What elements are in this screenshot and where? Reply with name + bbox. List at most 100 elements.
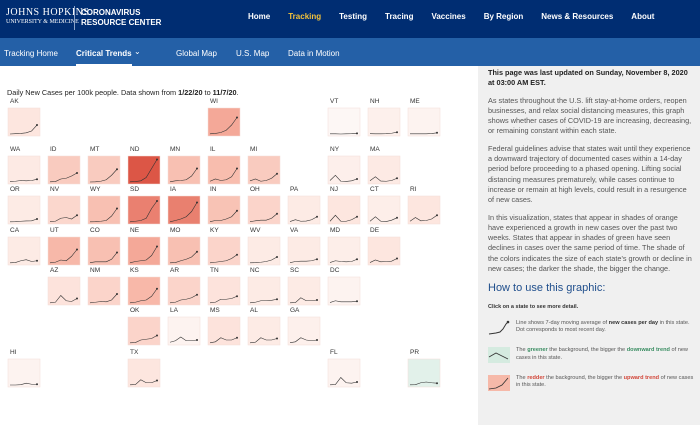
state-tile[interactable]: DC	[327, 267, 361, 306]
subnav-item[interactable]: Data in Motion	[288, 49, 340, 58]
sparkline	[9, 124, 38, 135]
state-tile[interactable]: KY	[207, 227, 241, 266]
latest-dot	[396, 216, 398, 219]
state-tile[interactable]: OR	[7, 186, 41, 225]
state-tile[interactable]: HI	[7, 349, 41, 388]
state-tile[interactable]: AL	[247, 307, 281, 346]
sparkline	[209, 295, 238, 304]
state-tile[interactable]: NJ	[327, 186, 361, 225]
state-tile[interactable]: AZ	[47, 267, 81, 306]
latest-dot	[236, 253, 238, 256]
tile-bg	[87, 276, 121, 306]
state-tile[interactable]: ME	[407, 98, 441, 137]
state-tile[interactable]: NY	[327, 146, 361, 185]
info-panel: This page was last updated on Sunday, No…	[478, 66, 700, 425]
state-label: MD	[330, 227, 340, 234]
sparkline	[169, 251, 198, 264]
state-tile[interactable]: SC	[287, 267, 321, 306]
state-tile[interactable]: NE	[127, 227, 161, 266]
sparkline	[169, 168, 198, 183]
state-tile[interactable]: PA	[287, 186, 321, 225]
nav-item[interactable]: Tracing	[385, 12, 414, 21]
latest-dot	[436, 382, 438, 385]
state-tile[interactable]: CT	[367, 186, 401, 225]
latest-dot	[356, 258, 358, 261]
nav-item[interactable]: News & Resources	[541, 12, 614, 21]
latest-dot	[236, 295, 238, 298]
sparkline	[49, 215, 78, 222]
state-tile[interactable]: MT	[87, 146, 121, 185]
state-label: WY	[90, 186, 101, 193]
latest-dot	[396, 177, 398, 180]
state-tile[interactable]: OH	[247, 186, 281, 225]
state-tile[interactable]: VA	[287, 227, 321, 266]
latest-dot	[156, 200, 158, 202]
state-tile[interactable]: NC	[247, 267, 281, 306]
nav-item[interactable]: By Region	[483, 12, 524, 21]
sparkline	[209, 254, 238, 264]
latest-dot	[76, 297, 78, 300]
nav-item[interactable]: Home	[248, 12, 271, 21]
sparkline	[169, 202, 198, 223]
state-tile[interactable]: LA	[167, 307, 201, 346]
state-tile[interactable]: WI	[207, 98, 241, 137]
state-tile[interactable]: VT	[327, 98, 361, 137]
subnav-item[interactable]: Critical Trends	[76, 49, 132, 66]
state-tile[interactable]: OK	[127, 307, 161, 346]
state-tile[interactable]: NV	[47, 186, 81, 225]
state-tile[interactable]: AR	[167, 267, 201, 306]
sparkline	[289, 297, 318, 304]
tile-bg	[47, 195, 81, 225]
latest-dot	[36, 218, 38, 220]
state-tile[interactable]: GA	[287, 307, 321, 346]
tile-bg	[367, 236, 401, 266]
nav-item[interactable]: Testing	[339, 12, 367, 21]
legend-icon	[488, 320, 510, 340]
state-tile[interactable]: MS	[207, 307, 241, 346]
state-tile[interactable]: UT	[47, 227, 81, 266]
state-tile[interactable]: CA	[7, 227, 41, 266]
subnav-item[interactable]: Tracking Home	[4, 49, 58, 58]
state-tile[interactable]: MI	[247, 146, 281, 185]
state-tile[interactable]: WA	[7, 146, 41, 185]
state-tile[interactable]: NM	[87, 267, 121, 306]
state-tile[interactable]: MN	[167, 146, 201, 185]
subnav: Tracking Home Critical Trends ⌄ Global Map U…	[0, 38, 700, 66]
latest-dot	[276, 298, 278, 301]
state-tile[interactable]: TN	[207, 267, 241, 306]
tile-bg	[287, 316, 321, 346]
state-tile[interactable]: AK	[7, 98, 41, 137]
sparkline	[249, 337, 278, 344]
latest-dot	[356, 215, 358, 218]
subnav-item[interactable]: Global Map	[176, 49, 217, 58]
state-tile[interactable]: MO	[167, 227, 201, 266]
legend: Line shows 7-day moving average of new c…	[478, 320, 700, 395]
nav-item[interactable]: Tracking	[288, 12, 322, 21]
state-tile[interactable]: SD	[127, 186, 161, 225]
state-tile[interactable]: ND	[127, 146, 161, 185]
state-tile[interactable]: FL	[327, 349, 361, 388]
state-tile[interactable]: MA	[367, 146, 401, 185]
state-label: MO	[170, 227, 180, 234]
state-tile[interactable]: NH	[367, 98, 401, 137]
state-tile[interactable]: WY	[87, 186, 121, 225]
state-tile[interactable]: TX	[127, 349, 161, 388]
sparkline	[9, 218, 38, 223]
state-tile[interactable]: IL	[207, 146, 241, 185]
state-tile[interactable]: CO	[87, 227, 121, 266]
state-tile[interactable]: KS	[127, 267, 161, 306]
state-label: NJ	[330, 186, 338, 193]
tile-bg	[207, 107, 241, 137]
state-tile[interactable]: DE	[367, 227, 401, 266]
subnav-item[interactable]: U.S. Map	[236, 49, 270, 58]
state-tile[interactable]: PR	[407, 349, 441, 388]
state-tile[interactable]: WV	[247, 227, 281, 266]
nav-item[interactable]: Vaccines	[431, 12, 466, 21]
state-tile[interactable]: ID	[47, 146, 81, 185]
state-tile[interactable]: IA	[167, 186, 201, 225]
latest-dot	[396, 257, 398, 260]
state-tile[interactable]: RI	[407, 186, 441, 225]
state-tile[interactable]: IN	[207, 186, 241, 225]
nav-item[interactable]: About	[631, 12, 655, 21]
state-tile[interactable]: MD	[327, 227, 361, 266]
